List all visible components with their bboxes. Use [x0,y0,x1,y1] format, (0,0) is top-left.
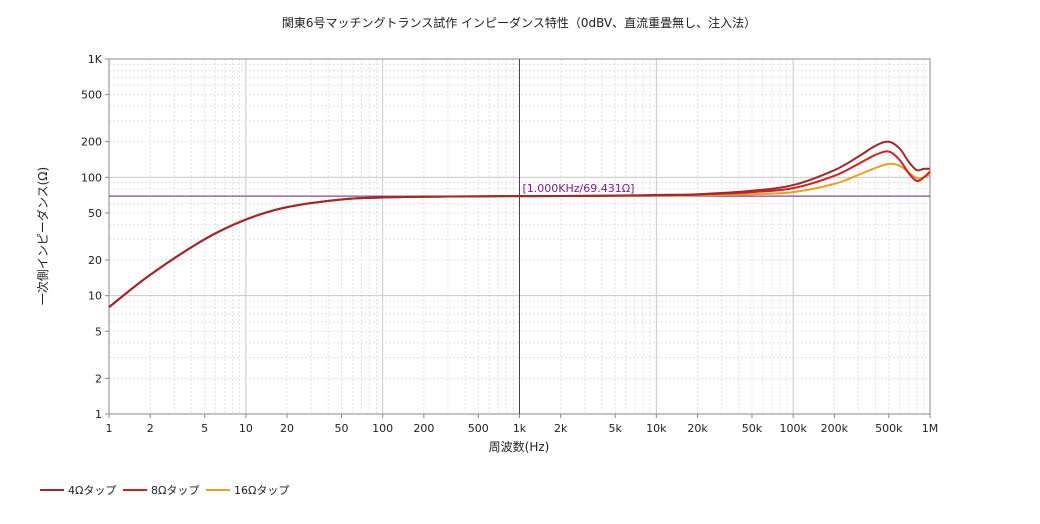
y-tick-label: 2 [95,372,102,385]
x-tick-label: 20 [280,422,294,435]
y-tick-label: 1 [95,408,102,421]
y-tick-label: 200 [81,136,102,149]
y-tick-label: 500 [81,89,102,102]
x-tick-label: 500 [468,422,489,435]
x-tick-label: 1M [922,422,939,435]
y-tick-label: 20 [88,254,102,267]
y-tick-label: 1K [88,53,103,66]
x-axis-ticks: 1 2 5 10 20 50 100 200 500 1k 2k 5k 10k 20k 50k 100k 200… [106,414,939,435]
x-tick-label: 5k [608,422,622,435]
x-tick-label: 1 [106,422,113,435]
chart-title: 関東6号マッチングトランス試作 インピーダンス特性（0dBV、直流重畳無し、注入… [282,15,756,30]
series-line-4Ωタップ [108,140,931,308]
legend: 4Ωタップ 8Ωタップ 16Ωタップ [40,484,289,497]
x-tick-label: 200k [821,422,849,435]
x-tick-label: 10k [646,422,667,435]
x-axis-label: 周波数(Hz) [489,439,550,454]
x-tick-label: 2 [147,422,154,435]
x-tick-label: 10 [239,422,253,435]
y-axis-ticks: 1 2 5 10 20 50 100 200 500 1K [81,53,109,421]
x-tick-label: 100 [372,422,393,435]
y-axis-label: 一次側インピーダンス(Ω) [35,167,50,305]
y-tick-label: 100 [81,171,102,184]
x-tick-label: 50k [742,422,763,435]
x-tick-label: 2k [554,422,568,435]
legend-label: 8Ωタップ [151,484,199,497]
x-tick-label: 50 [334,422,348,435]
y-tick-label: 50 [88,207,102,220]
y-tick-label: 10 [88,290,102,303]
x-tick-label: 200 [413,422,434,435]
legend-label: 4Ωタップ [68,484,116,497]
x-tick-label: 100k [779,422,807,435]
series-lines [108,140,931,308]
cursor-readout: [1.000KHz/69.431Ω] [523,182,635,195]
x-tick-label: 500k [875,422,903,435]
legend-label: 16Ωタップ [234,484,289,497]
y-tick-label: 5 [95,325,102,338]
x-tick-label: 5 [201,422,208,435]
x-tick-label: 1k [513,422,527,435]
x-tick-label: 20k [687,422,708,435]
grid [109,59,930,414]
